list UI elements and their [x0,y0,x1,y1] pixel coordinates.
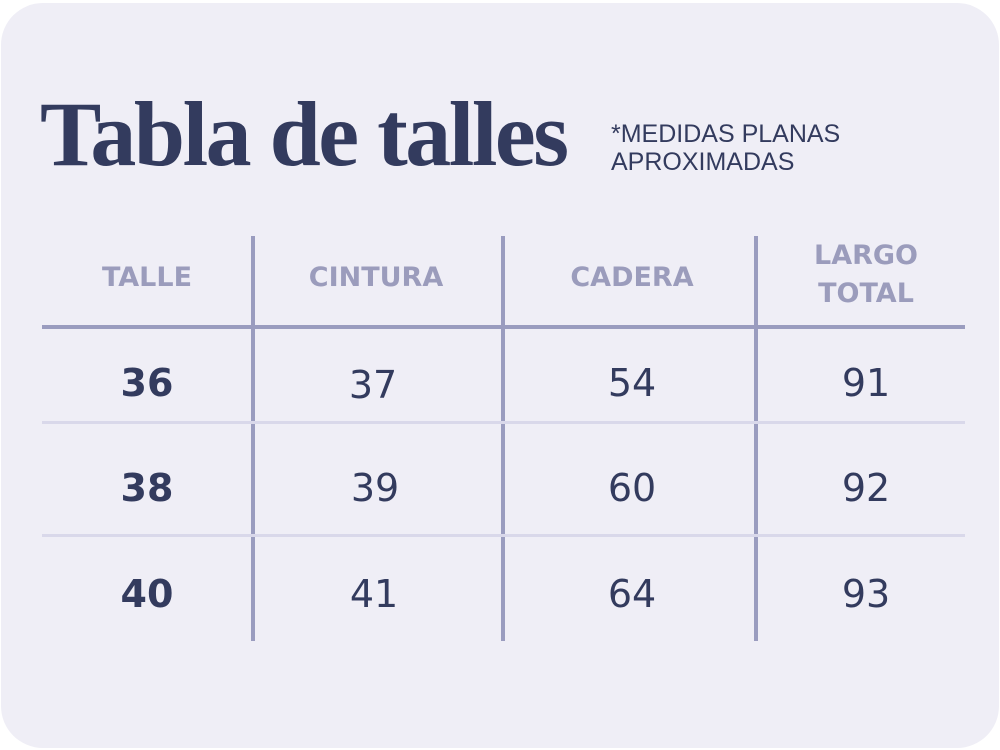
note-line-1: *MEDIDAS PLANAS [611,120,841,148]
hip-cell: 60 [607,466,657,510]
header-cintura: CINTURA [308,262,444,293]
size-cell: 40 [120,572,174,616]
header-divider [42,325,965,329]
size-cell: 38 [120,466,174,510]
row-divider [42,421,965,424]
length-cell: 93 [841,572,891,616]
waist-cell: 37 [348,363,398,407]
header-total: TOTAL [818,278,914,309]
size-chart-card [1,3,999,748]
length-cell: 91 [841,361,891,405]
header-largo-total: LARGO TOTAL [814,237,918,313]
column-divider [501,236,505,641]
page-title: Tabla de talles [40,83,569,185]
header-largo: LARGO [813,240,919,271]
column-divider [251,236,255,641]
column-divider [754,236,758,641]
header-cadera: CADERA [570,262,694,293]
length-cell: 92 [841,466,891,510]
size-cell: 36 [120,361,174,405]
row-divider [42,534,965,537]
header-talle: TALLE [101,262,193,293]
hip-cell: 64 [607,572,657,616]
waist-cell: 39 [350,466,400,510]
note-line-2: APROXIMADAS [611,148,795,176]
waist-cell: 41 [349,572,399,616]
measurement-note: *MEDIDAS PLANAS APROXIMADAS [611,120,840,176]
hip-cell: 54 [607,361,657,405]
